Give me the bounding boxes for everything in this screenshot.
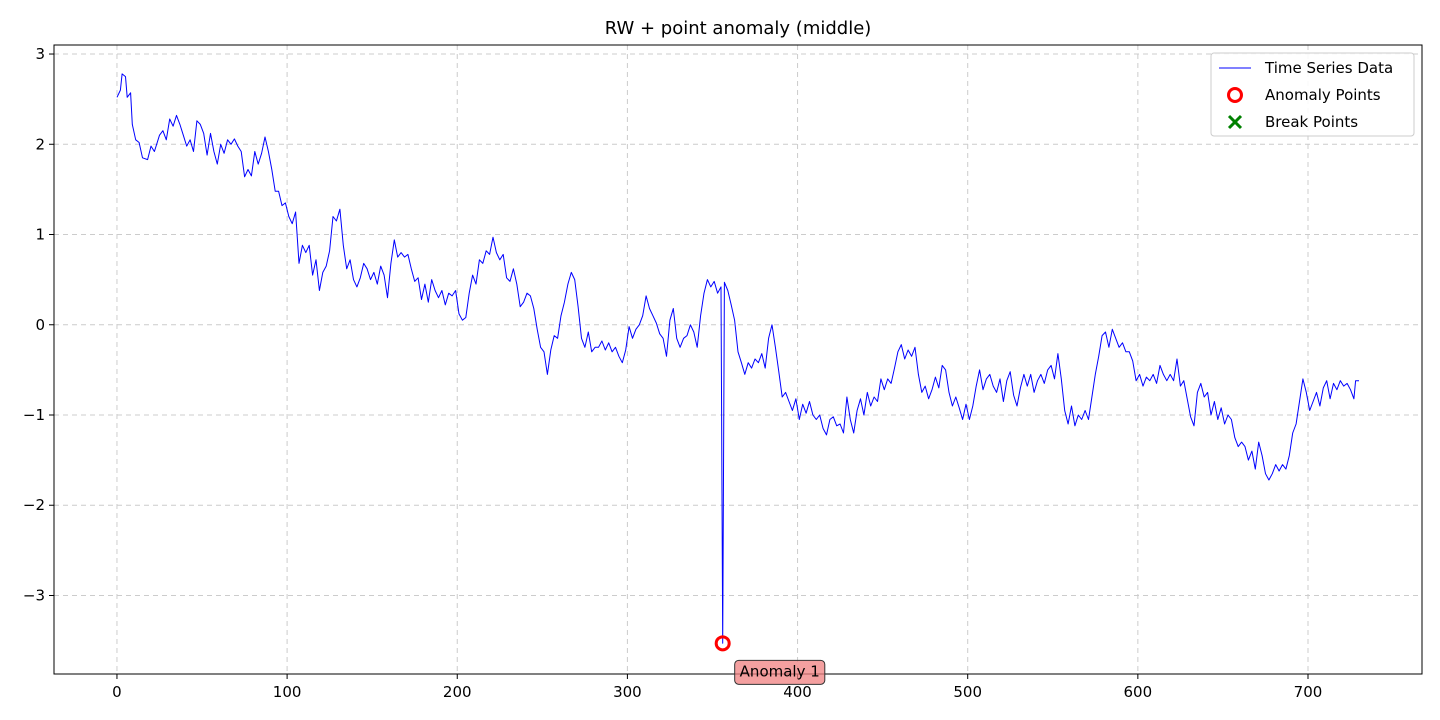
anomaly-layer: Anomaly 1 <box>714 635 826 685</box>
y-tick-label: −2 <box>23 496 45 514</box>
x-tick-label: 0 <box>112 683 122 701</box>
series-layer <box>116 73 1359 644</box>
y-tick-label: 3 <box>35 45 45 63</box>
legend-entry-label: Time Series Data <box>1264 59 1393 77</box>
legend: Time Series Data Anomaly Points Break Poin… <box>1210 52 1415 137</box>
x-tick-label: 200 <box>443 683 472 701</box>
legend-x-stroke <box>1227 114 1243 130</box>
chart-title: RW + point anomaly (middle) <box>605 18 872 39</box>
x-tick-label: 700 <box>1294 683 1323 701</box>
y-axis: −3 −2 −1 0 1 2 3 <box>23 45 54 604</box>
legend-x-swatch <box>1227 114 1243 130</box>
y-tick-label: −1 <box>23 406 45 424</box>
legend-box <box>1210 52 1415 137</box>
legend-entry-label: Break Points <box>1265 113 1358 131</box>
legend-entry-label: Anomaly Points <box>1265 86 1381 104</box>
anomaly-label-box <box>734 659 826 685</box>
anomaly-annotation: Anomaly 1 <box>734 659 826 685</box>
y-tick-label: −3 <box>23 586 45 604</box>
legend-circle-swatch <box>1227 87 1243 103</box>
anomaly-point <box>714 635 731 652</box>
series-line <box>116 73 1359 644</box>
y-tick-label: 0 <box>35 316 45 334</box>
x-tick-label: 600 <box>1124 683 1153 701</box>
grid <box>54 45 1422 674</box>
y-tick-label: 1 <box>35 226 45 244</box>
x-tick-label: 100 <box>273 683 302 701</box>
y-tick-label: 2 <box>35 135 45 153</box>
x-tick-label: 300 <box>613 683 642 701</box>
x-tick-label: 400 <box>783 683 812 701</box>
x-tick-label: 500 <box>953 683 982 701</box>
anomaly-label: Anomaly 1 <box>740 662 820 680</box>
